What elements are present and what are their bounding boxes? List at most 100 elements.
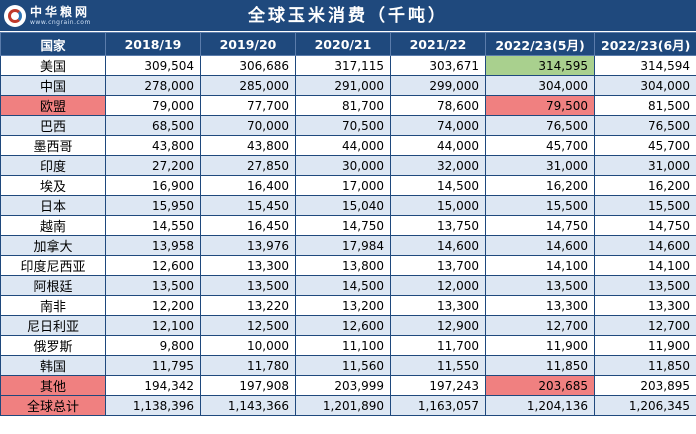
country-cell: 巴西 xyxy=(0,115,106,136)
column-header: 2022/23(5月) xyxy=(485,32,595,56)
country-cell: 印度尼西亚 xyxy=(0,255,106,276)
value-cell: 15,040 xyxy=(295,195,391,216)
value-cell: 45,700 xyxy=(594,135,696,156)
value-cell: 32,000 xyxy=(390,155,486,176)
site-logo[interactable]: 中华粮网 www.cngrain.com xyxy=(4,4,91,28)
country-cell: 美国 xyxy=(0,55,106,76)
value-cell: 79,000 xyxy=(105,95,201,116)
value-cell: 16,200 xyxy=(485,175,595,196)
value-cell: 81,700 xyxy=(295,95,391,116)
value-cell: 1,201,890 xyxy=(295,395,391,416)
value-cell: 27,850 xyxy=(200,155,296,176)
country-cell: 加拿大 xyxy=(0,235,106,256)
table-header-row: 国家 2018/19 2019/20 2020/21 2021/22 2022/23(5月… xyxy=(0,32,696,56)
value-cell: 15,000 xyxy=(390,195,486,216)
value-cell: 11,900 xyxy=(594,335,696,356)
country-cell: 全球总计 xyxy=(0,395,106,416)
country-cell: 日本 xyxy=(0,195,106,216)
value-cell: 299,000 xyxy=(390,75,486,96)
value-cell: 291,000 xyxy=(295,75,391,96)
value-cell: 14,600 xyxy=(390,235,486,256)
value-cell: 14,750 xyxy=(295,215,391,236)
value-cell: 12,500 xyxy=(200,315,296,336)
value-cell: 13,200 xyxy=(295,295,391,316)
column-header: 2019/20 xyxy=(200,32,296,56)
value-cell: 12,900 xyxy=(390,315,486,336)
value-cell: 12,100 xyxy=(105,315,201,336)
value-cell: 13,300 xyxy=(200,255,296,276)
country-cell: 埃及 xyxy=(0,175,106,196)
table-row: 尼日利亚 12,100 12,500 12,600 12,900 12,700 12,700 xyxy=(0,315,696,336)
value-cell: 12,600 xyxy=(105,255,201,276)
value-cell: 1,206,345 xyxy=(594,395,696,416)
country-cell: 墨西哥 xyxy=(0,135,106,156)
country-cell: 南非 xyxy=(0,295,106,316)
table-body: 美国 309,504 306,686 317,115 303,671 314,595 314… xyxy=(0,55,696,416)
value-cell: 44,000 xyxy=(390,135,486,156)
table-row: 印度尼西亚 12,600 13,300 13,800 13,700 14,100 14,10… xyxy=(0,255,696,276)
value-cell: 203,685 xyxy=(485,375,595,396)
data-table: 国家 2018/19 2019/20 2020/21 2021/22 2022/23(5月… xyxy=(0,32,696,416)
value-cell: 203,999 xyxy=(295,375,391,396)
value-cell: 1,204,136 xyxy=(485,395,595,416)
value-cell: 13,300 xyxy=(485,295,595,316)
column-header: 2022/23(6月) xyxy=(594,32,696,56)
column-header: 2020/21 xyxy=(295,32,391,56)
value-cell: 11,700 xyxy=(390,335,486,356)
value-cell: 76,500 xyxy=(485,115,595,136)
value-cell: 14,500 xyxy=(390,175,486,196)
value-cell: 11,100 xyxy=(295,335,391,356)
value-cell: 12,600 xyxy=(295,315,391,336)
value-cell: 309,504 xyxy=(105,55,201,76)
table-row: 巴西 68,500 70,000 70,500 74,000 76,500 76,500 xyxy=(0,115,696,136)
value-cell: 317,115 xyxy=(295,55,391,76)
value-cell: 16,450 xyxy=(200,215,296,236)
value-cell: 70,000 xyxy=(200,115,296,136)
value-cell: 314,594 xyxy=(594,55,696,76)
column-header: 2021/22 xyxy=(390,32,486,56)
value-cell: 1,138,396 xyxy=(105,395,201,416)
value-cell: 13,958 xyxy=(105,235,201,256)
table-row: 印度 27,200 27,850 30,000 32,000 31,000 31,000 xyxy=(0,155,696,176)
value-cell: 16,400 xyxy=(200,175,296,196)
value-cell: 74,000 xyxy=(390,115,486,136)
value-cell: 13,220 xyxy=(200,295,296,316)
value-cell: 304,000 xyxy=(594,75,696,96)
value-cell: 17,984 xyxy=(295,235,391,256)
value-cell: 197,908 xyxy=(200,375,296,396)
value-cell: 304,000 xyxy=(485,75,595,96)
table-row: 加拿大 13,958 13,976 17,984 14,600 14,600 14,600 xyxy=(0,235,696,256)
value-cell: 13,500 xyxy=(105,275,201,296)
value-cell: 15,450 xyxy=(200,195,296,216)
value-cell: 11,780 xyxy=(200,355,296,376)
value-cell: 15,950 xyxy=(105,195,201,216)
value-cell: 13,800 xyxy=(295,255,391,276)
title-bar: 中华粮网 www.cngrain.com 全球玉米消费（千吨） xyxy=(0,0,696,32)
value-cell: 43,800 xyxy=(105,135,201,156)
value-cell: 68,500 xyxy=(105,115,201,136)
column-header: 国家 xyxy=(0,32,106,56)
table-row: 日本 15,950 15,450 15,040 15,000 15,500 15,500 xyxy=(0,195,696,216)
table-row: 全球总计 1,138,396 1,143,366 1,201,890 1,163,057… xyxy=(0,395,696,416)
value-cell: 13,300 xyxy=(594,295,696,316)
value-cell: 78,600 xyxy=(390,95,486,116)
value-cell: 12,700 xyxy=(594,315,696,336)
value-cell: 11,560 xyxy=(295,355,391,376)
value-cell: 14,100 xyxy=(485,255,595,276)
value-cell: 13,750 xyxy=(390,215,486,236)
value-cell: 306,686 xyxy=(200,55,296,76)
value-cell: 12,700 xyxy=(485,315,595,336)
logo-icon xyxy=(4,5,26,27)
table-row: 阿根廷 13,500 13,500 14,500 12,000 13,500 13,500 xyxy=(0,275,696,296)
table-row: 韩国 11,795 11,780 11,560 11,550 11,850 11,850 xyxy=(0,355,696,376)
value-cell: 14,600 xyxy=(594,235,696,256)
value-cell: 13,500 xyxy=(200,275,296,296)
value-cell: 15,500 xyxy=(485,195,595,216)
value-cell: 1,163,057 xyxy=(390,395,486,416)
country-cell: 越南 xyxy=(0,215,106,236)
value-cell: 45,700 xyxy=(485,135,595,156)
page-title: 全球玉米消费（千吨） xyxy=(248,6,448,26)
value-cell: 194,342 xyxy=(105,375,201,396)
logo-text: 中华粮网 xyxy=(30,5,91,19)
value-cell: 14,750 xyxy=(485,215,595,236)
